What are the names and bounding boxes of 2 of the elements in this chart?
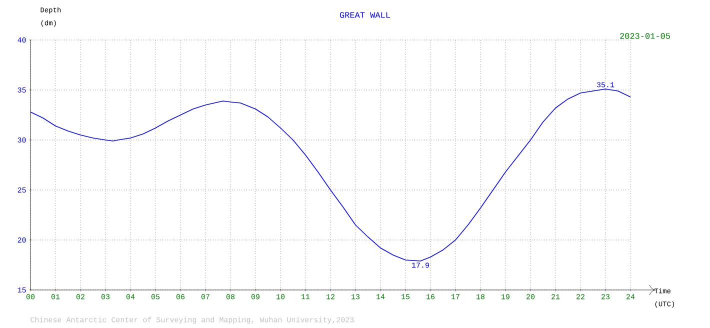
chart-title: GREAT WALL [340,12,390,18]
chart-subtitle: 2023-01-05 [620,33,670,39]
